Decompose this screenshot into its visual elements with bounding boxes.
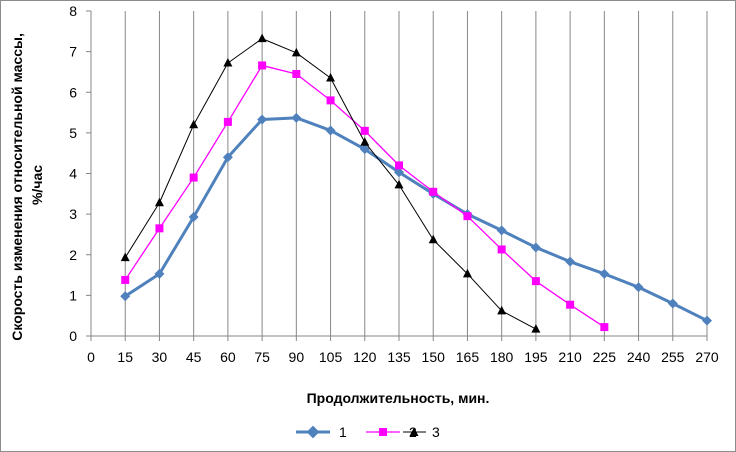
point-s3-x180 (497, 305, 507, 315)
series-1 (120, 112, 712, 326)
y-tick-label-5: 5 (69, 125, 77, 141)
legend-label-3: 3 (432, 424, 440, 440)
point-s3-x165 (462, 268, 472, 278)
point-s1-x225 (599, 268, 610, 279)
point-s2-x90 (292, 69, 301, 78)
x-tick-label-180: 180 (490, 349, 514, 365)
y-tick-label-8: 8 (69, 3, 77, 19)
legend-label-1: 1 (339, 424, 347, 440)
point-s1-x270 (702, 315, 712, 326)
point-s1-x255 (667, 298, 678, 309)
y-tick-label-6: 6 (69, 84, 77, 100)
point-s3-x90 (291, 47, 301, 57)
x-tick-label-240: 240 (627, 349, 651, 365)
point-s2-x210 (566, 300, 575, 309)
legend-item-1: 1 (296, 424, 347, 440)
x-tick-label-165: 165 (456, 349, 480, 365)
point-s2-x60 (223, 117, 232, 126)
x-axis-title: Продолжительность, мин. (307, 390, 490, 406)
x-tick-label-120: 120 (353, 349, 377, 365)
legend-marker-1 (306, 425, 320, 439)
x-tick-label-210: 210 (558, 349, 582, 365)
x-tick-label-60: 60 (220, 349, 236, 365)
y-tick-label-0: 0 (69, 328, 77, 344)
point-s2-x225 (600, 323, 609, 332)
point-s1-x195 (530, 242, 541, 253)
y-axis-title-line1: Скорость изменения относительной массы, (9, 33, 25, 341)
y-tick-label-3: 3 (69, 206, 77, 222)
point-s2-x165 (463, 212, 472, 221)
x-tick-label-75: 75 (254, 349, 270, 365)
point-s1-x15 (120, 291, 131, 302)
point-s2-x180 (497, 245, 506, 254)
series-group (120, 33, 712, 333)
series-3 (120, 33, 541, 333)
point-s2-x15 (121, 275, 130, 284)
point-s3-x150 (428, 234, 438, 244)
point-s1-x120 (359, 144, 370, 155)
point-s1-x210 (565, 256, 576, 267)
y-tick-label-1: 1 (69, 287, 77, 303)
y-tick-label-2: 2 (69, 247, 77, 263)
x-tick-label-30: 30 (152, 349, 168, 365)
point-s1-x60 (222, 152, 233, 163)
x-tick-label-135: 135 (387, 349, 411, 365)
x-tick-label-255: 255 (661, 349, 685, 365)
point-s2-x75 (258, 61, 267, 70)
point-s2-x45 (189, 173, 198, 182)
legend-marker-3 (409, 427, 419, 436)
x-tick-label-15: 15 (117, 349, 133, 365)
x-tick-label-270: 270 (695, 349, 719, 365)
x-tick-label-150: 150 (422, 349, 446, 365)
point-s2-x150 (429, 187, 438, 196)
point-s2-x195 (531, 277, 540, 286)
x-tick-label-0: 0 (87, 349, 95, 365)
axes (86, 10, 708, 341)
y-tick-label-4: 4 (69, 166, 77, 182)
point-s1-x45 (188, 211, 199, 222)
point-s3-x60 (223, 58, 233, 67)
point-s2-x105 (326, 96, 335, 105)
x-tick-label-45: 45 (186, 349, 202, 365)
point-s1-x135 (394, 167, 404, 178)
point-s2-x120 (360, 126, 369, 135)
legend: 1 2 3 (296, 424, 440, 440)
point-s2-x135 (395, 161, 403, 170)
point-s3-x45 (189, 119, 199, 129)
point-s1-x240 (633, 282, 644, 293)
point-s1-x90 (291, 112, 302, 123)
tick-labels: 0 15 30 45 60 75 90 105 120 135 150 165 180 195 210 225… (69, 3, 719, 365)
y-axis-title: Скорость изменения относительной массы, … (9, 29, 45, 340)
point-s3-x195 (531, 324, 541, 333)
x-tick-label-225: 225 (593, 349, 617, 365)
point-s1-x105 (325, 125, 336, 136)
point-s1-x30 (154, 268, 165, 279)
x-tick-label-195: 195 (524, 349, 548, 365)
point-s1-x180 (496, 225, 507, 236)
y-axis-title-line2: %/час (29, 165, 45, 205)
legend-item-3: 3 (403, 424, 440, 440)
x-tick-label-105: 105 (319, 349, 343, 365)
legend-marker-2 (379, 428, 387, 436)
series-line-1 (124, 116, 708, 322)
point-s3-x30 (154, 197, 164, 207)
point-s2-x30 (155, 224, 164, 233)
point-s3-x75 (257, 33, 267, 43)
point-s3-x120 (360, 137, 370, 146)
x-tick-label-90: 90 (289, 349, 305, 365)
point-s3-x15 (120, 252, 130, 262)
point-s1-x75 (257, 114, 268, 125)
y-tick-label-7: 7 (69, 44, 77, 60)
series-2 (121, 61, 609, 332)
point-s3-x105 (326, 73, 336, 82)
point-s3-x135 (394, 179, 404, 189)
